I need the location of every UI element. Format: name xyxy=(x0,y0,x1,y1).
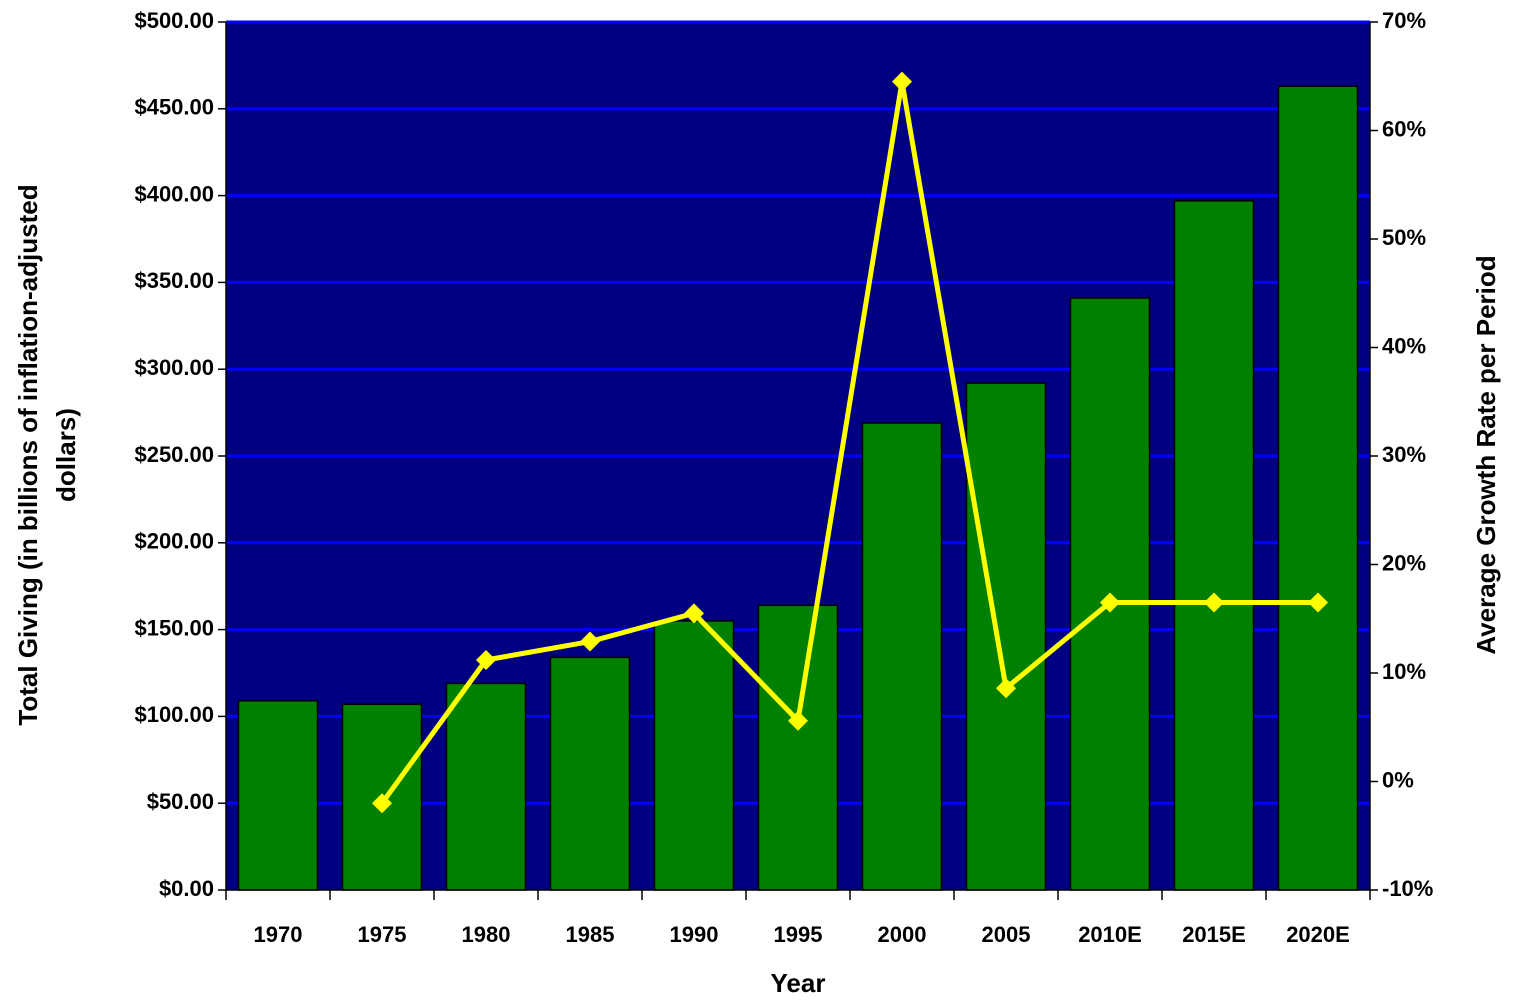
x-axis-title: Year xyxy=(771,968,826,998)
marker xyxy=(372,793,392,814)
y-tick-label: $500.00 xyxy=(134,8,214,33)
y2-tick-label: 10% xyxy=(1382,659,1426,684)
y2-axis-title: Average Growth Rate per Period xyxy=(1471,255,1501,654)
y-tick-label: $350.00 xyxy=(134,268,214,293)
marker xyxy=(788,710,808,731)
x-tick-label: 2010E xyxy=(1078,922,1142,947)
marker xyxy=(580,631,600,652)
marker xyxy=(1204,592,1224,613)
marker xyxy=(684,603,704,624)
x-tick-label: 2005 xyxy=(982,922,1031,947)
marker xyxy=(996,678,1016,699)
y-tick-label: $50.00 xyxy=(147,789,214,814)
bar xyxy=(965,382,1047,891)
y-axis-title: Total Giving (in billions of inflation-a… xyxy=(13,184,81,725)
bar xyxy=(1277,85,1359,891)
x-tick-label: 2000 xyxy=(878,922,927,947)
y-tick-label: $0.00 xyxy=(159,876,214,901)
x-tick-label: 1995 xyxy=(774,922,823,947)
y-tick-label: $250.00 xyxy=(134,442,214,467)
y-tick-label: $200.00 xyxy=(134,529,214,554)
bar xyxy=(757,604,839,891)
y-tick-label: $150.00 xyxy=(134,615,214,640)
y-tick-label: $450.00 xyxy=(134,95,214,120)
y2-tick-label: 60% xyxy=(1382,116,1426,141)
line xyxy=(379,79,1318,805)
marker xyxy=(1308,592,1328,613)
y-tick-label: $300.00 xyxy=(134,355,214,380)
y2-tick-label: 50% xyxy=(1382,225,1426,250)
bar xyxy=(549,656,631,891)
y2-tick-label: 0% xyxy=(1382,767,1414,792)
x-tick-label: 2015E xyxy=(1182,922,1246,947)
marker xyxy=(476,649,496,670)
x-tick-label: 1975 xyxy=(358,922,407,947)
bar xyxy=(445,682,527,891)
marker xyxy=(1100,592,1120,613)
y-tick-label: $400.00 xyxy=(134,181,214,206)
y2-tick-label: 30% xyxy=(1382,442,1426,467)
bar xyxy=(237,700,319,891)
marker xyxy=(892,71,912,92)
x-tick-label: 1980 xyxy=(462,922,511,947)
x-tick-label: 1970 xyxy=(254,922,303,947)
x-tick-label: 1990 xyxy=(670,922,719,947)
y-axis-title-line: dollars) xyxy=(51,408,81,502)
y2-tick-label: 70% xyxy=(1382,8,1426,33)
y-axis-title-line: Total Giving (in billions of inflation-a… xyxy=(13,184,43,725)
x-tick-label: 2020E xyxy=(1286,922,1350,947)
bar xyxy=(1173,200,1255,891)
bar xyxy=(861,422,943,891)
y2-tick-label: 20% xyxy=(1382,550,1426,575)
y-tick-label: $100.00 xyxy=(134,702,214,727)
bar xyxy=(653,620,735,891)
y2-tick-label: -10% xyxy=(1382,876,1433,901)
y2-tick-label: 40% xyxy=(1382,333,1426,358)
x-tick-label: 1985 xyxy=(566,922,615,947)
